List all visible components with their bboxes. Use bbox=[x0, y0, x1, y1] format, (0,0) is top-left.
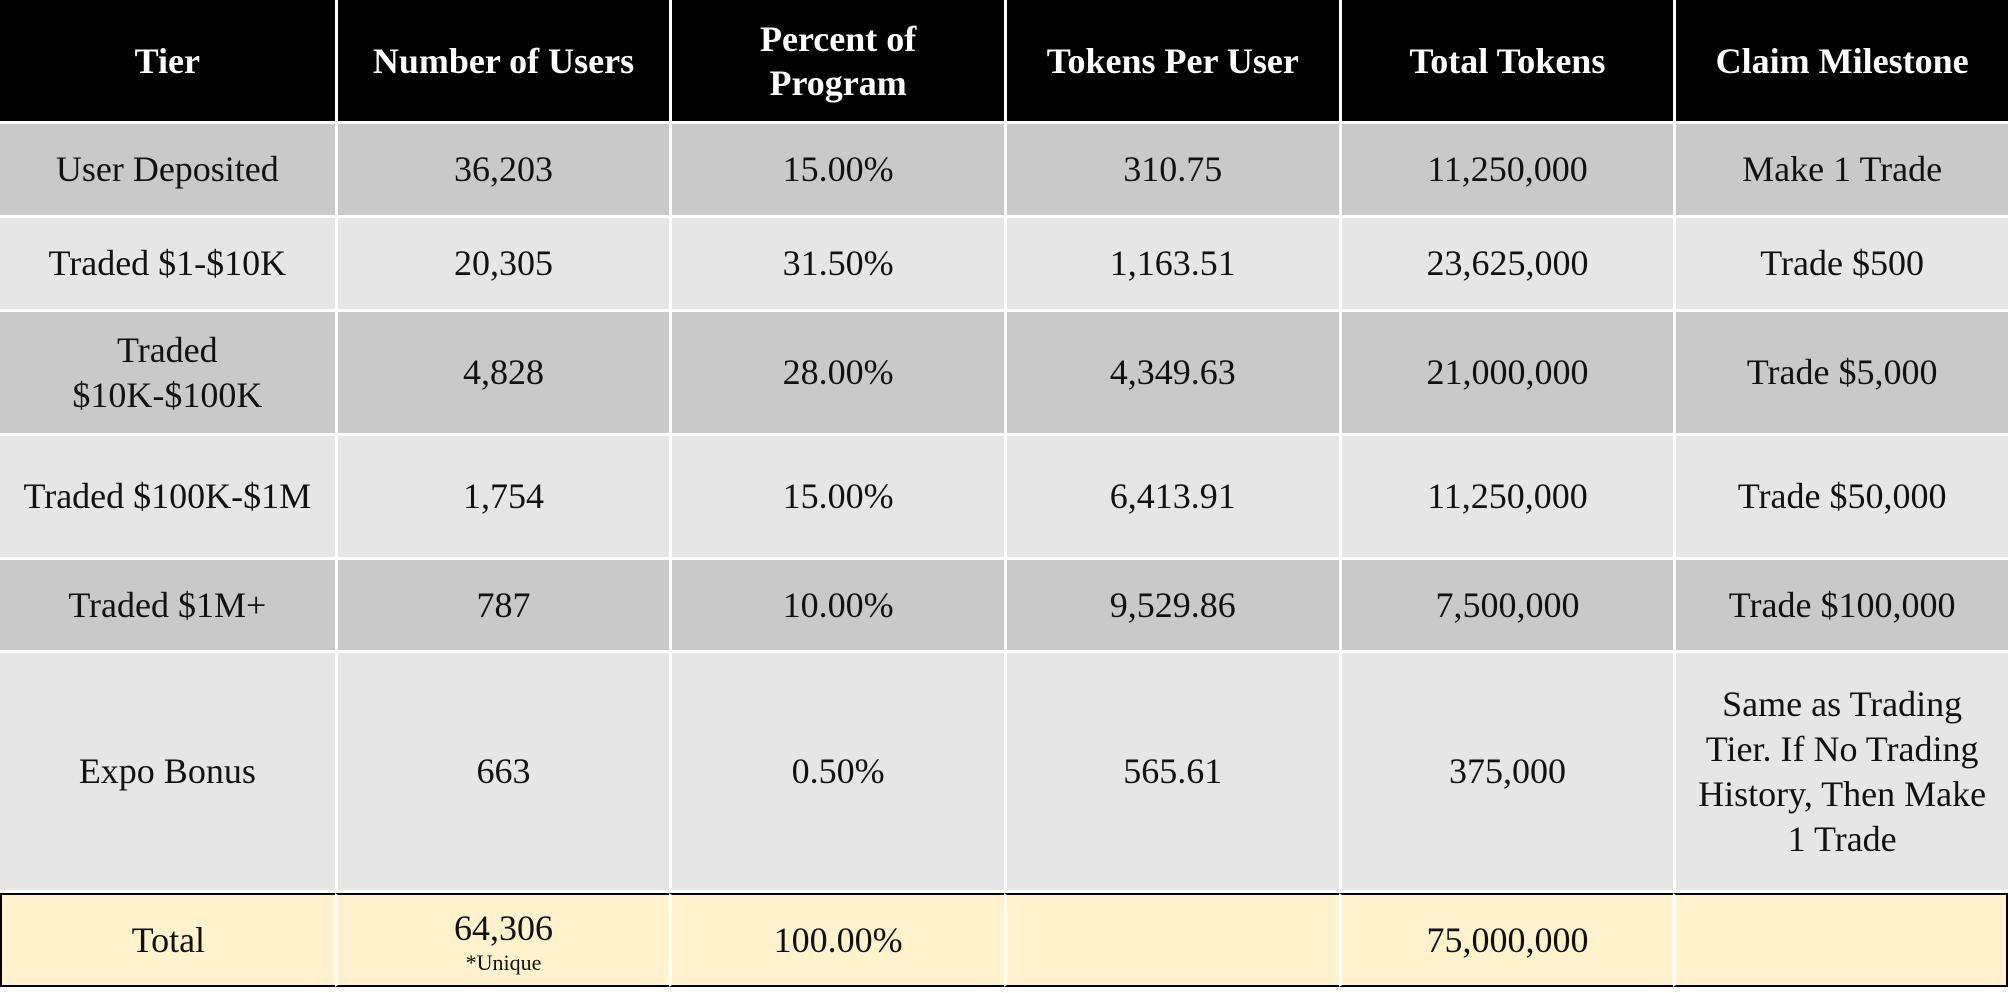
cell-per-user: 565.61 bbox=[1003, 653, 1339, 893]
table-row: Traded $10K-$100K 4,828 28.00% 4,349.63 … bbox=[0, 312, 2008, 436]
cell-total: 375,000 bbox=[1338, 653, 1674, 893]
cell-percent: 28.00% bbox=[669, 312, 1004, 436]
total-users-value: 64,306 bbox=[453, 907, 553, 948]
cell-total: 11,250,000 bbox=[1338, 124, 1674, 218]
cell-total: 7,500,000 bbox=[1338, 560, 1674, 653]
total-per-user bbox=[1003, 893, 1339, 987]
cell-milestone: Trade $500 bbox=[1673, 218, 2008, 312]
cell-percent: 15.00% bbox=[669, 124, 1004, 218]
cell-per-user: 6,413.91 bbox=[1003, 436, 1339, 560]
cell-percent: 15.00% bbox=[669, 436, 1004, 560]
cell-per-user: 310.75 bbox=[1003, 124, 1339, 218]
cell-users: 663 bbox=[334, 653, 670, 893]
cell-total: 11,250,000 bbox=[1338, 436, 1674, 560]
table-row: Traded $100K-$1M 1,754 15.00% 6,413.91 1… bbox=[0, 436, 2008, 560]
cell-total: 21,000,000 bbox=[1338, 312, 1674, 436]
cell-total: 23,625,000 bbox=[1338, 218, 1674, 312]
total-percent: 100.00% bbox=[669, 893, 1004, 987]
cell-users: 36,203 bbox=[334, 124, 670, 218]
cell-users: 1,754 bbox=[334, 436, 670, 560]
cell-milestone: Trade $50,000 bbox=[1673, 436, 2008, 560]
table-row: Traded $1M+ 787 10.00% 9,529.86 7,500,00… bbox=[0, 560, 2008, 653]
cell-tier: Traded $10K-$100K bbox=[0, 312, 335, 436]
cell-milestone: Make 1 Trade bbox=[1673, 124, 2008, 218]
cell-tier: User Deposited bbox=[0, 124, 335, 218]
cell-milestone: Trade $100,000 bbox=[1673, 560, 2008, 653]
cell-tier: Traded $1M+ bbox=[0, 560, 335, 653]
header-number-of-users: Number of Users bbox=[334, 0, 670, 124]
total-label: Total bbox=[0, 893, 335, 987]
header-claim-milestone: Claim Milestone bbox=[1673, 0, 2008, 124]
cell-milestone: Trade $5,000 bbox=[1673, 312, 2008, 436]
cell-tier: Traded $100K-$1M bbox=[0, 436, 335, 560]
header-row: Tier Number of Users Percent of Program … bbox=[0, 0, 2008, 124]
cell-users: 787 bbox=[334, 560, 670, 653]
cell-percent: 10.00% bbox=[669, 560, 1004, 653]
cell-tier: Expo Bonus bbox=[0, 653, 335, 893]
table-row: User Deposited 36,203 15.00% 310.75 11,2… bbox=[0, 124, 2008, 218]
total-tokens: 75,000,000 bbox=[1338, 893, 1674, 987]
cell-milestone: Same as Trading Tier. If No Trading Hist… bbox=[1673, 653, 2008, 893]
total-row: Total 64,306 *Unique 100.00% 75,000,000 bbox=[0, 893, 2008, 987]
cell-users: 4,828 bbox=[334, 312, 670, 436]
cell-per-user: 9,529.86 bbox=[1003, 560, 1339, 653]
cell-per-user: 1,163.51 bbox=[1003, 218, 1339, 312]
table-row: Expo Bonus 663 0.50% 565.61 375,000 Same… bbox=[0, 653, 2008, 893]
header-total-tokens: Total Tokens bbox=[1338, 0, 1674, 124]
table-row: Traded $1-$10K 20,305 31.50% 1,163.51 23… bbox=[0, 218, 2008, 312]
cell-percent: 31.50% bbox=[669, 218, 1004, 312]
header-tier: Tier bbox=[0, 0, 335, 124]
cell-tier: Traded $1-$10K bbox=[0, 218, 335, 312]
total-users: 64,306 *Unique bbox=[334, 893, 670, 987]
header-percent-of-program: Percent of Program bbox=[669, 0, 1004, 124]
total-milestone bbox=[1673, 893, 2008, 987]
unique-footnote: *Unique bbox=[465, 949, 542, 975]
cell-percent: 0.50% bbox=[669, 653, 1004, 893]
header-tokens-per-user: Tokens Per User bbox=[1003, 0, 1339, 124]
cell-per-user: 4,349.63 bbox=[1003, 312, 1339, 436]
cell-users: 20,305 bbox=[334, 218, 670, 312]
